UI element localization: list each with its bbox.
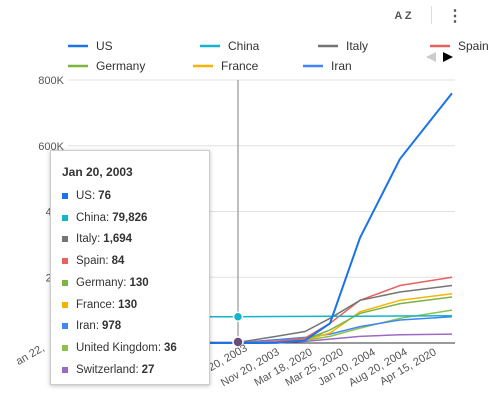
tooltip-row: Iran: 978 <box>62 319 121 333</box>
tooltip-row: Germany: 130 <box>62 276 149 290</box>
tooltip-row: United Kingdom: 36 <box>62 341 177 355</box>
legend-label: Germany <box>96 59 145 73</box>
series-line-italy <box>68 284 453 344</box>
tooltip-swatch <box>62 366 68 373</box>
tooltip-swatch <box>62 214 68 221</box>
tooltip-row: US: 76 <box>62 189 111 203</box>
tooltip-value: 79,826 <box>112 211 148 224</box>
legend-label: Italy <box>346 39 368 53</box>
tooltip-swatch <box>62 258 68 265</box>
tooltip-label: Germany: <box>76 276 127 289</box>
tooltip-value: 1,694 <box>103 233 133 246</box>
toolbar-divider <box>431 6 432 24</box>
more-options-button[interactable]: ⋮ <box>443 4 467 28</box>
legend-label: US <box>96 39 113 53</box>
tooltip-value: 978 <box>102 320 122 333</box>
tooltip-row: Spain: 84 <box>62 254 124 268</box>
tooltip-swatch <box>62 344 68 351</box>
tooltip-swatch <box>62 193 68 199</box>
tooltip-label: France: <box>76 298 115 311</box>
legend-label: China <box>228 39 260 53</box>
tooltip-value: 130 <box>129 276 149 289</box>
more-vert-icon: ⋮ <box>447 8 463 25</box>
tooltip-label: Spain: <box>76 255 109 268</box>
sort-az-button[interactable]: A Z <box>391 4 415 28</box>
tooltip-swatch <box>62 301 68 308</box>
next-page-icon[interactable] <box>443 52 453 62</box>
series-line-china <box>68 314 453 318</box>
tooltip-label: United Kingdom: <box>76 341 162 354</box>
tooltip-swatch <box>62 323 68 330</box>
tooltip-title: Jan 20, 2003 <box>62 165 133 179</box>
hover-point-switzerland <box>232 336 244 348</box>
y-tick-label: 600K <box>38 141 64 153</box>
legend-label: Spain <box>458 39 488 53</box>
tooltip-label: China: <box>76 211 110 224</box>
legend-label: France <box>221 59 259 73</box>
tooltip-swatch <box>62 236 68 243</box>
tooltip-value: 84 <box>111 255 125 268</box>
series-line-us <box>68 92 453 344</box>
tooltip-row: Switzerland: 27 <box>62 363 154 377</box>
chart-tooltip: Jan 20, 2003 US: 76 China: 79,826 Italy: 1,69… <box>50 150 210 385</box>
x-tick-label: an 22, <box>14 342 46 368</box>
tooltip-row: China: 79,826 <box>62 211 147 225</box>
tooltip-label: Iran: <box>76 320 100 333</box>
tooltip-row: Italy: 1,694 <box>62 232 132 246</box>
tooltip-label: Italy: <box>76 233 101 246</box>
tooltip-value: 36 <box>164 341 177 354</box>
y-tick-label: 800K <box>38 75 64 87</box>
tooltip-value: 130 <box>118 298 138 311</box>
tooltip-value: 76 <box>98 190 111 202</box>
sort-az-icon: A Z <box>394 10 412 22</box>
tooltip-row: France: 130 <box>62 298 137 312</box>
prev-page-icon[interactable] <box>426 52 436 62</box>
tooltip-value: 27 <box>141 363 155 376</box>
tooltip-label: US: <box>76 190 96 202</box>
tooltip-swatch <box>62 279 68 286</box>
hover-point-china <box>232 311 244 323</box>
tooltip-label: Switzerland: <box>76 363 139 376</box>
legend-label: Iran <box>331 59 352 73</box>
